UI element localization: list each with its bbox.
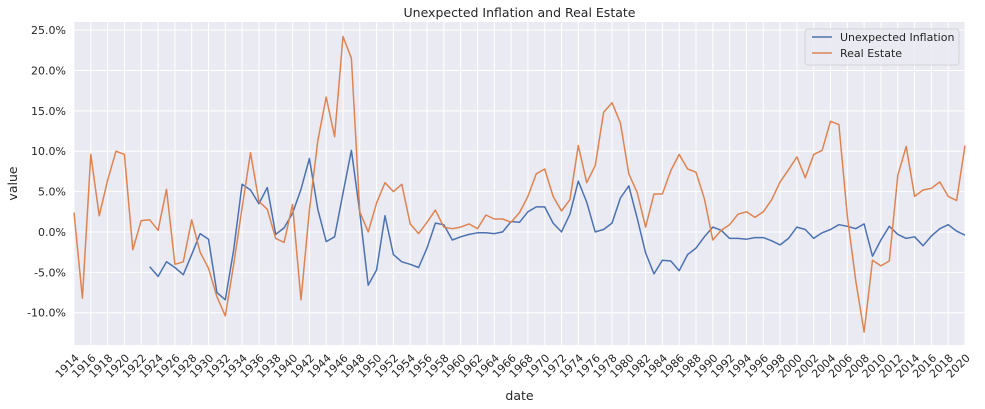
grid-lines	[73, 22, 966, 345]
legend-label-real-estate: Real Estate	[840, 47, 902, 60]
y-axis-label: value	[5, 166, 20, 200]
legend-label-unexpected-inflation: Unexpected Inflation	[840, 31, 954, 44]
legend-box	[804, 28, 960, 66]
y-tick-label: 20.0%	[31, 64, 66, 77]
y-tick-label: 0.0%	[38, 226, 66, 239]
plot-background	[74, 22, 965, 345]
x-tick-labels: 1914191619181920192219241926192819301932…	[53, 352, 973, 381]
series-line-real-estate	[73, 35, 966, 333]
legend: Unexpected Inflation Real Estate	[804, 28, 960, 66]
y-tick-label: 10.0%	[31, 145, 66, 158]
chart-title: Unexpected Inflation and Real Estate	[404, 5, 636, 20]
y-tick-label: 5.0%	[38, 186, 66, 199]
y-tick-label: 15.0%	[31, 105, 66, 118]
series-lines	[73, 35, 966, 333]
y-tick-label: -5.0%	[34, 266, 66, 279]
series-line-unexpected-inflation	[149, 149, 966, 301]
y-tick-labels: -10.0% -5.0% 0.0% 5.0% 10.0% 15.0% 20.0% 25.0%	[27, 24, 66, 320]
y-tick-label: -10.0%	[27, 307, 66, 320]
x-axis-label: date	[505, 388, 533, 403]
y-tick-label: 25.0%	[31, 24, 66, 37]
